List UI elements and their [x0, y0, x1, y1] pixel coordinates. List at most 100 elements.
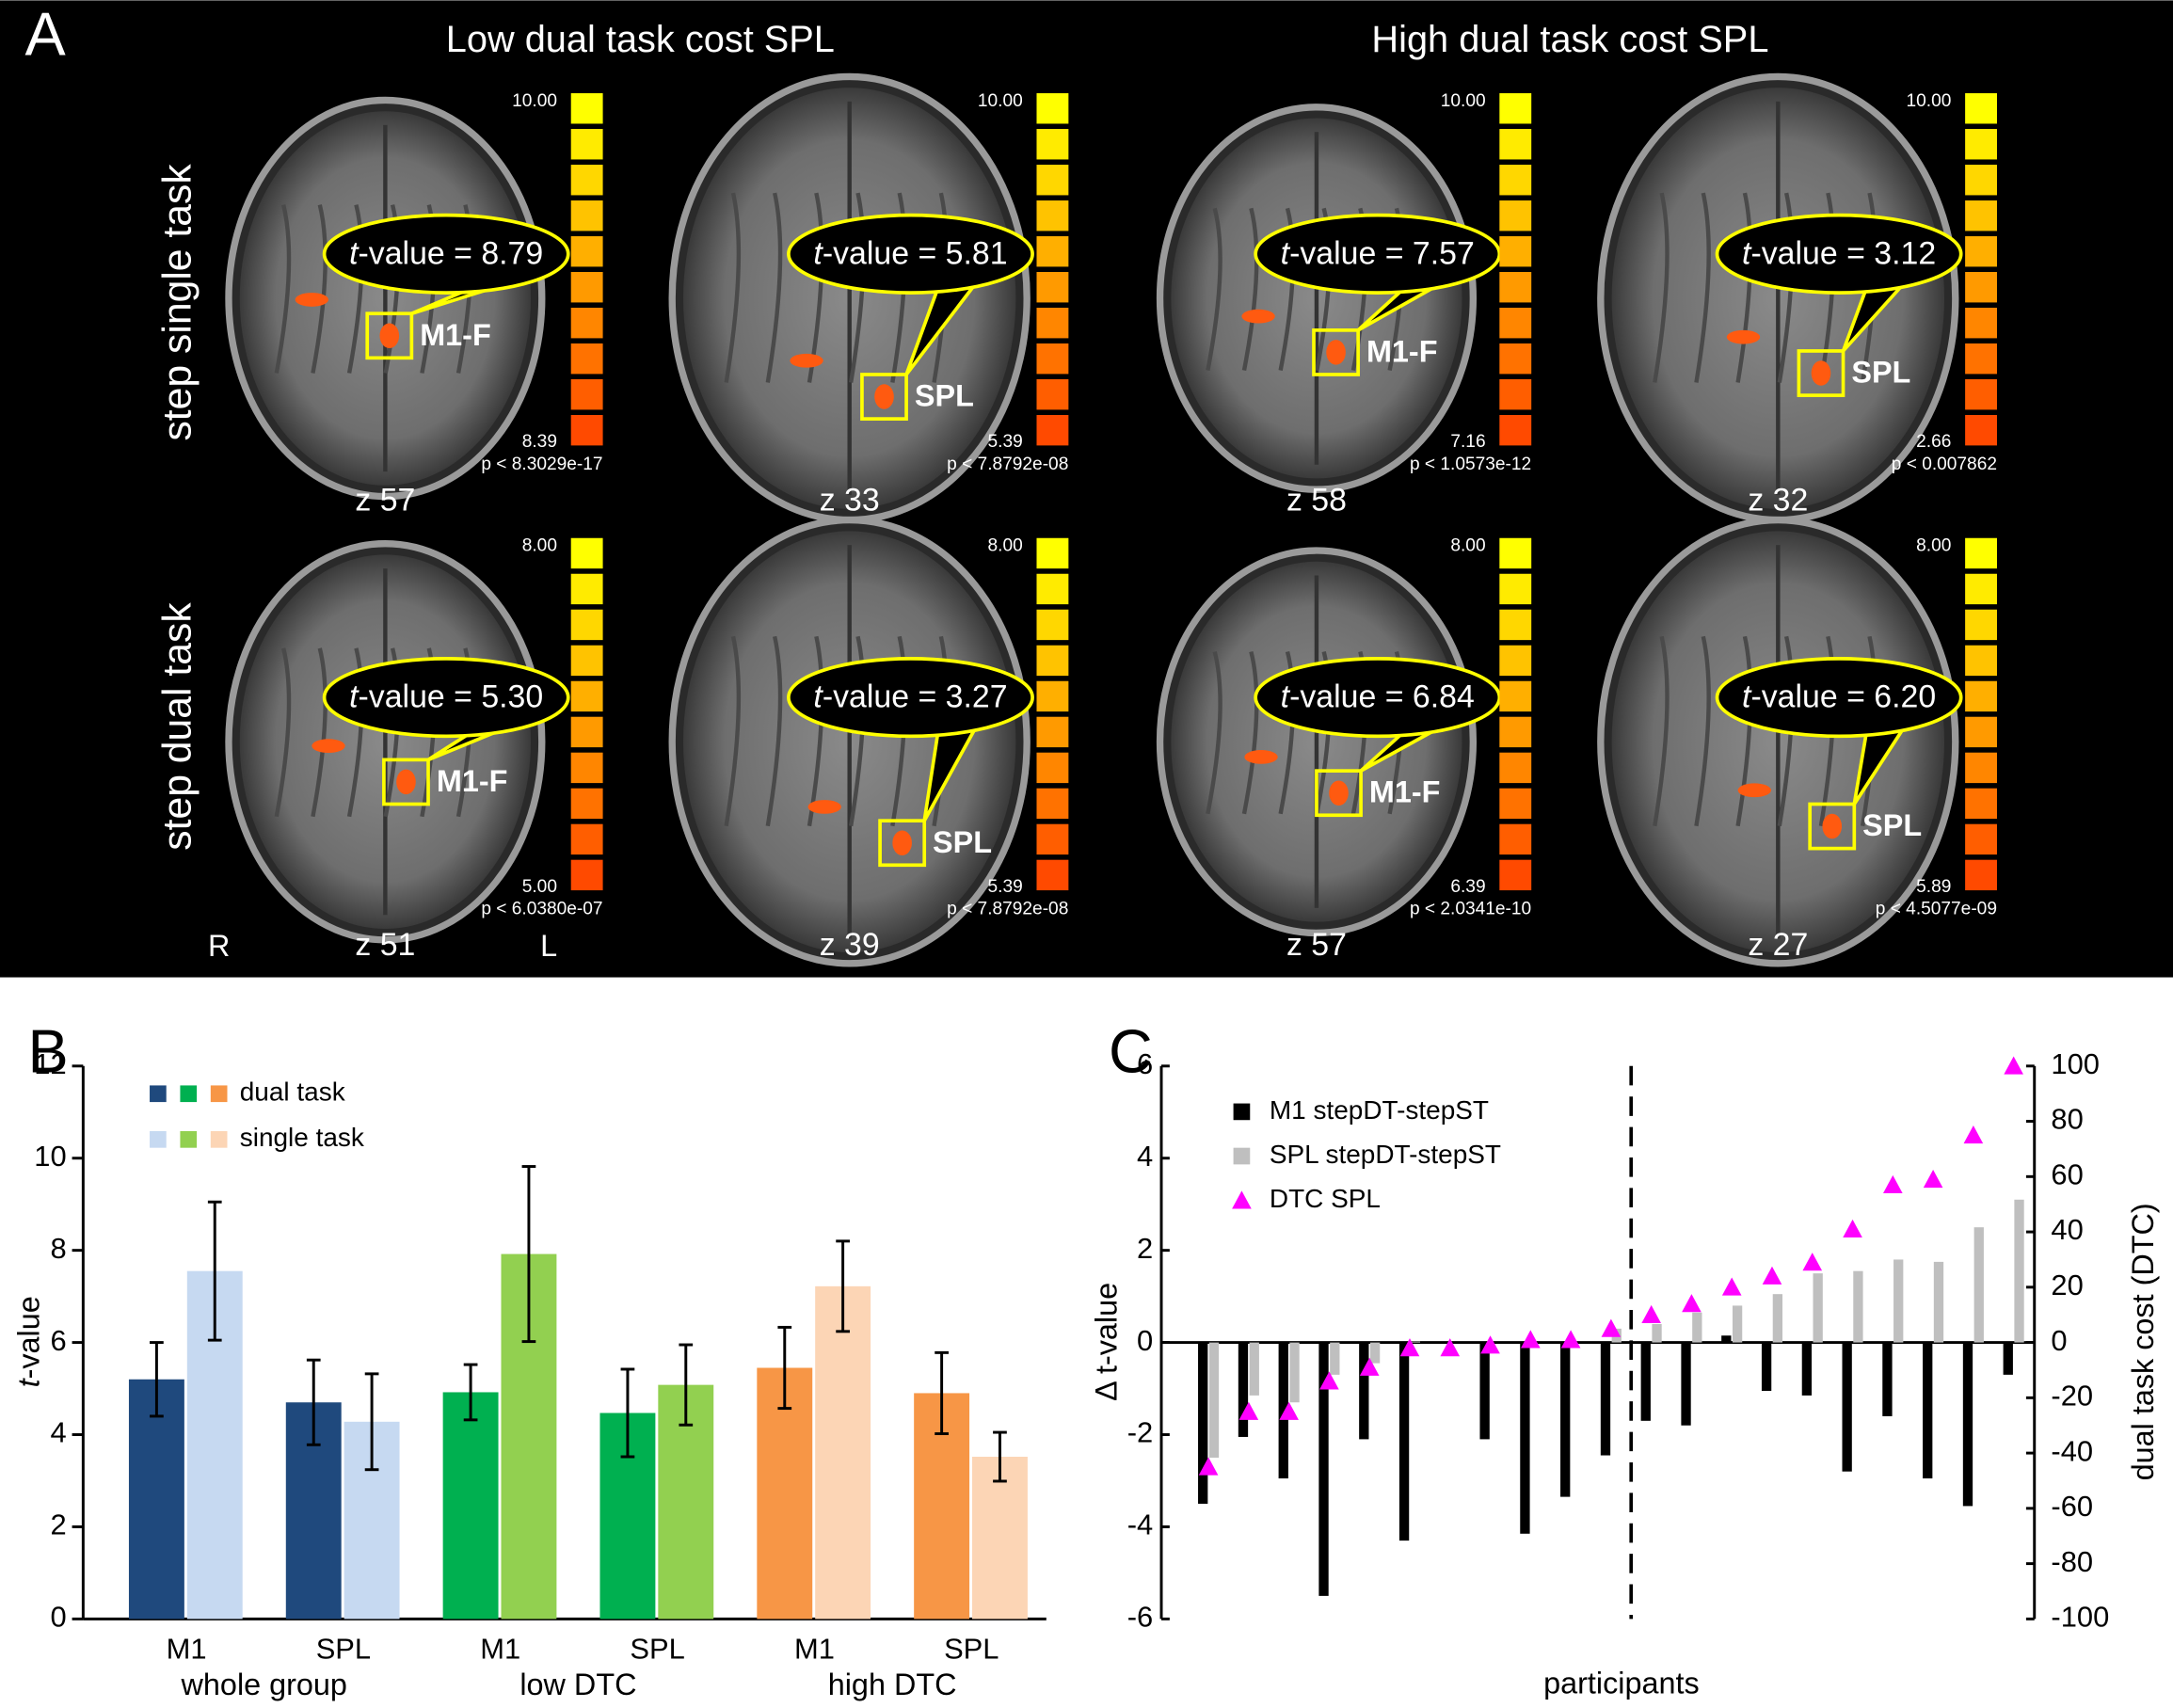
callout [787, 213, 1034, 295]
x-tick-label: M1 [480, 1632, 520, 1665]
region-box [1808, 802, 1857, 851]
colorbar-step [1036, 716, 1069, 748]
colorbar-step [570, 823, 603, 855]
p-value: p < 1.0573e-12 [1410, 455, 1531, 474]
colorbar-step [1499, 823, 1532, 855]
p-value: p < 7.8792e-08 [947, 899, 1068, 918]
activation-blob [1822, 813, 1843, 839]
callout-text: t-value = 7.57 [1281, 235, 1475, 271]
region-label: M1-F [1369, 775, 1441, 809]
bar [1318, 1342, 1329, 1596]
t-value: -value = 8.79 [359, 235, 544, 271]
legend-swatch [210, 1085, 228, 1103]
p-value: p < 4.5077e-09 [1876, 899, 1997, 918]
y2-tick-label: 20 [2051, 1269, 2083, 1301]
brain-sulcus [765, 192, 783, 383]
region-label: SPL [1862, 808, 1922, 842]
bar [1882, 1342, 1893, 1416]
colorbar-step [570, 680, 603, 712]
y-tick-label: 0 [50, 1601, 66, 1634]
panel-letter: C [1109, 1017, 1153, 1086]
bar [1520, 1342, 1530, 1534]
group-label: low DTC [519, 1668, 636, 1701]
colorbar-step [1965, 378, 1997, 410]
y-tick-label: 2 [50, 1508, 66, 1541]
colorbar-step [1499, 93, 1532, 124]
triangle-marker [1682, 1294, 1702, 1313]
panel-title: High dual task cost SPL [1371, 19, 1768, 60]
region-label: M1-F [437, 764, 508, 798]
colorbar-step [1036, 165, 1069, 196]
colorbar-step [570, 165, 603, 196]
slice-label: z 57 [355, 482, 415, 518]
colorbar-step [1965, 308, 1997, 339]
x-tick-label: SPL [630, 1632, 684, 1665]
colorbar-step [1036, 788, 1069, 820]
x-tick-label: SPL [944, 1632, 999, 1665]
colorbar-min: 5.89 [1916, 877, 1951, 897]
colorbar-step [1965, 859, 1997, 891]
colorbar-step [570, 788, 603, 820]
colorbar-step [1965, 645, 1997, 677]
slice-label: z 57 [1286, 927, 1347, 963]
p-value: p < 8.3029e-17 [481, 455, 602, 474]
bar [1369, 1342, 1381, 1364]
triangle-marker [1762, 1266, 1782, 1285]
bar [1289, 1342, 1300, 1403]
triangle-marker [1601, 1318, 1622, 1337]
bar [1813, 1273, 1823, 1343]
panel-letter: B [27, 1017, 68, 1086]
bar [1198, 1342, 1208, 1504]
brain-sulcus [1241, 650, 1259, 815]
callout-text: t-value = 6.20 [1742, 679, 1936, 715]
group-label: whole group [181, 1668, 347, 1701]
colorbar-step [570, 129, 603, 160]
activation-blob [1726, 329, 1761, 344]
colorbar-step [1499, 200, 1532, 231]
colorbar-step [1036, 680, 1069, 712]
bar [1962, 1342, 1973, 1507]
bar [1842, 1342, 1852, 1472]
colorbar-step [1965, 165, 1997, 196]
bar [1600, 1342, 1611, 1456]
panel-title: Low dual task cost SPL [446, 19, 835, 60]
colorbar-step [1965, 788, 1997, 820]
region-box [365, 311, 414, 360]
y2-axis-label: dual task cost (DTC) [2126, 1203, 2160, 1480]
colorbar-step [1499, 680, 1532, 712]
y2-tick-label: 0 [2051, 1324, 2067, 1357]
bar [1923, 1342, 1933, 1479]
bar [1933, 1261, 1944, 1343]
legend-swatch [1233, 1147, 1251, 1165]
brain-sulcus [765, 635, 783, 827]
bar [1772, 1294, 1783, 1343]
bar [1479, 1342, 1490, 1440]
colorbar-step [1036, 129, 1069, 160]
colorbar-max: 8.00 [522, 536, 557, 556]
t-italic: t [349, 235, 360, 271]
region-label: SPL [933, 825, 992, 859]
triangle-marker [1641, 1304, 1661, 1324]
colorbar-step [1499, 414, 1532, 446]
colorbar-step [570, 272, 603, 303]
y-tick-label: 2 [1137, 1232, 1153, 1265]
colorbar-step [1499, 752, 1532, 784]
region-label: M1-F [1366, 334, 1438, 368]
triangle-marker [1843, 1219, 1862, 1237]
region-box [382, 758, 430, 806]
y-tick-label: 10 [34, 1140, 66, 1173]
p-value: p < 7.8792e-08 [947, 455, 1068, 474]
triangle-marker [1802, 1253, 1823, 1271]
activation-blob [1811, 360, 1831, 386]
colorbar-max: 8.00 [988, 536, 1023, 556]
y-tick-label: 12 [34, 1047, 66, 1080]
activation-blob [1329, 780, 1349, 806]
colorbar-step [570, 414, 603, 446]
bar [1853, 1270, 1863, 1343]
bar [1801, 1342, 1813, 1396]
y2-tick-label: 60 [2051, 1157, 2083, 1190]
activation-blob [1326, 340, 1346, 365]
colorbar-step [1036, 752, 1069, 784]
x-tick-label: SPL [316, 1632, 371, 1665]
